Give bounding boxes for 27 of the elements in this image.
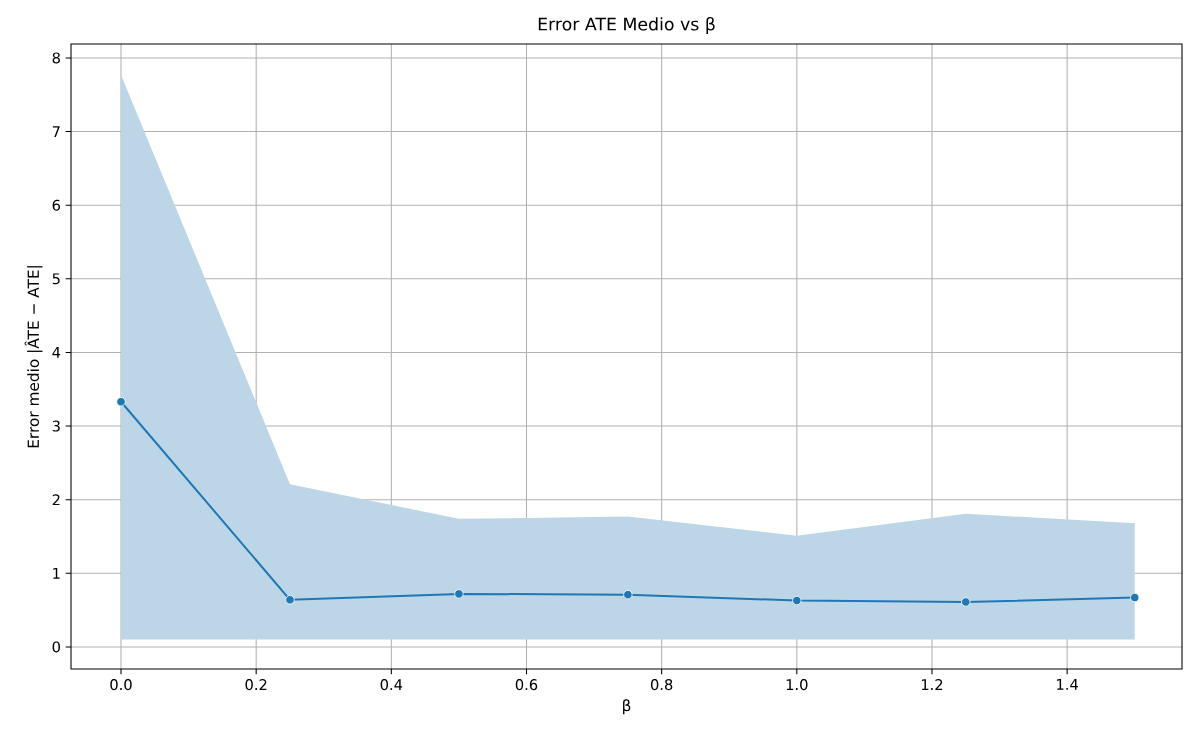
x-tick-label: 0.2 [245, 679, 267, 691]
y-tick-label: 6 [52, 199, 61, 211]
y-tick-label: 4 [52, 347, 61, 358]
point [454, 589, 464, 599]
x-axis-title: β [623, 699, 631, 715]
y-tick-label: 2 [52, 494, 60, 506]
x-tick-label: 1.0 [786, 679, 808, 691]
x-tick-label: 1.4 [1057, 679, 1078, 690]
point [1130, 592, 1140, 603]
y-axis-title: Error medio |ÂTE − ATE| [24, 266, 43, 448]
x-tick-label: 0.6 [515, 679, 538, 691]
y-tick-label: 5 [52, 273, 60, 285]
x-tick-label: 1.2 [921, 679, 943, 690]
y-tick-label: 8 [52, 52, 60, 64]
y-tick-label: 3 [52, 420, 60, 432]
point [792, 595, 802, 606]
y-tick-label: 0 [52, 641, 60, 653]
x-tick-label: 0.0 [110, 679, 132, 691]
point [623, 589, 633, 600]
x-tick-label: 0.4 [380, 679, 403, 691]
x-tick-label: 0.8 [650, 679, 673, 691]
y-tick-label: 7 [52, 126, 60, 137]
point [285, 595, 295, 605]
y-tick-label: 1 [53, 567, 60, 579]
point [961, 597, 971, 607]
chart-title: Error ATE Medio vs β [538, 17, 715, 34]
point [116, 397, 126, 407]
